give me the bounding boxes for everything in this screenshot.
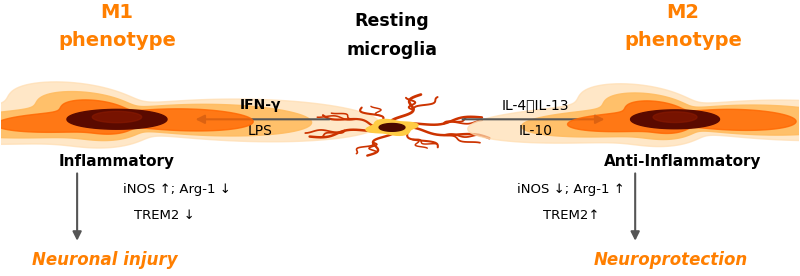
Text: IL-10: IL-10 — [518, 124, 553, 139]
Text: IL-4、IL-13: IL-4、IL-13 — [502, 98, 570, 112]
Text: Inflammatory: Inflammatory — [59, 154, 175, 169]
Text: Anti-Inflammatory: Anti-Inflammatory — [604, 154, 762, 169]
Polygon shape — [630, 110, 719, 129]
Text: iNOS ↓; Arg-1 ↑: iNOS ↓; Arg-1 ↑ — [518, 183, 626, 196]
Text: Neuroprotection: Neuroprotection — [594, 251, 748, 269]
Text: microglia: microglia — [346, 41, 438, 59]
Text: iNOS ↑; Arg-1 ↓: iNOS ↑; Arg-1 ↓ — [123, 183, 230, 196]
Polygon shape — [468, 84, 800, 147]
Polygon shape — [0, 100, 254, 134]
Text: phenotype: phenotype — [58, 31, 176, 51]
Polygon shape — [522, 93, 800, 140]
Text: TREM2↑: TREM2↑ — [543, 209, 600, 222]
Polygon shape — [0, 92, 312, 140]
Polygon shape — [653, 112, 697, 123]
Polygon shape — [67, 109, 167, 129]
Polygon shape — [567, 101, 796, 134]
Text: M1: M1 — [101, 3, 134, 22]
Polygon shape — [379, 124, 405, 131]
Text: TREM2 ↓: TREM2 ↓ — [134, 209, 195, 222]
Text: LPS: LPS — [248, 124, 273, 139]
Text: Neuronal injury: Neuronal injury — [32, 251, 178, 269]
Polygon shape — [0, 82, 380, 148]
Text: Resting: Resting — [354, 12, 430, 30]
Polygon shape — [366, 120, 418, 135]
Text: M2: M2 — [666, 3, 699, 22]
Text: phenotype: phenotype — [624, 31, 742, 51]
Text: IFN-γ: IFN-γ — [240, 98, 281, 112]
Polygon shape — [92, 112, 142, 123]
